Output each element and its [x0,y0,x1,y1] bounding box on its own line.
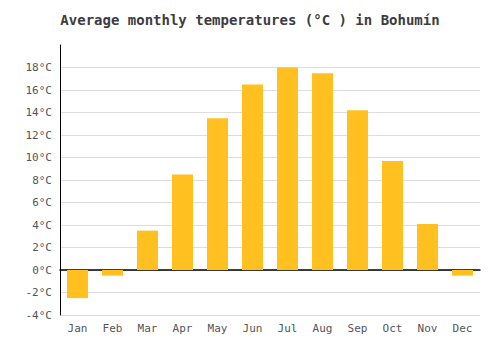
svg-text:Jun: Jun [243,322,263,335]
svg-text:16°C: 16°C [26,84,53,97]
svg-text:18°C: 18°C [26,61,53,74]
svg-text:2°C: 2°C [32,241,52,254]
svg-text:4°C: 4°C [32,219,52,232]
svg-text:Nov: Nov [418,322,438,335]
svg-text:14°C: 14°C [26,106,53,119]
svg-text:Jan: Jan [68,322,88,335]
svg-text:Mar: Mar [138,322,158,335]
svg-text:8°C: 8°C [32,174,52,187]
svg-text:Dec: Dec [453,322,473,335]
svg-text:Feb: Feb [103,322,123,335]
svg-text:10°C: 10°C [26,151,53,164]
svg-text:-4°C: -4°C [26,309,53,322]
svg-text:Aug: Aug [313,322,333,335]
svg-text:Sep: Sep [348,322,368,335]
svg-text:Average monthly temperatures (: Average monthly temperatures (°C ) in Bo… [60,12,439,28]
svg-text:Jul: Jul [278,322,298,335]
svg-text:Apr: Apr [173,322,193,335]
svg-text:12°C: 12°C [26,129,53,142]
svg-text:0°C: 0°C [32,264,52,277]
svg-text:6°C: 6°C [32,196,52,209]
svg-text:-2°C: -2°C [26,286,53,299]
svg-text:Oct: Oct [383,322,403,335]
svg-text:May: May [208,322,228,335]
